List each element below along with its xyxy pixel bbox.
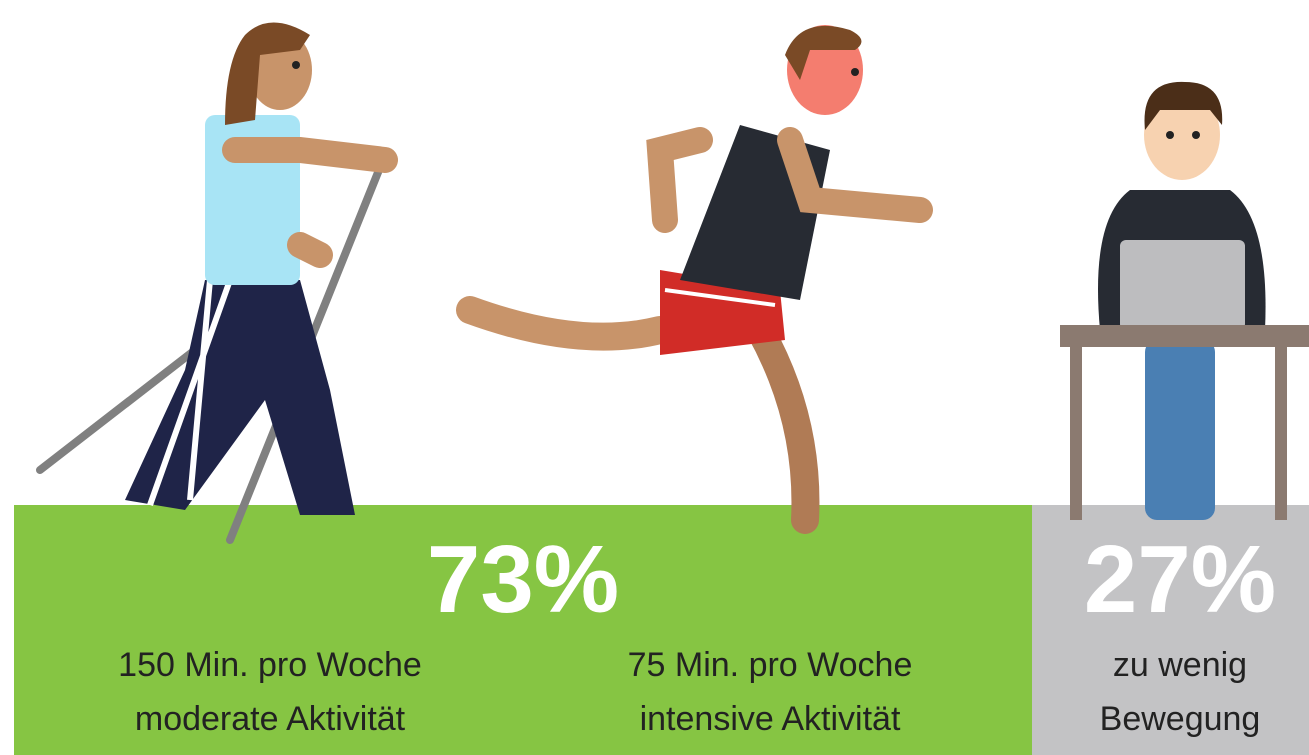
group-label: moderate Aktivität xyxy=(135,700,406,738)
runner-figure xyxy=(456,25,933,534)
percent-inactive: 27% xyxy=(1084,526,1276,633)
green-band xyxy=(14,505,1032,755)
percent-active: 73% xyxy=(427,526,619,633)
walker-figure xyxy=(36,22,398,544)
group-label: 150 Min. pro Woche xyxy=(118,646,422,684)
gray-band xyxy=(1032,505,1309,755)
group-label: intensive Aktivität xyxy=(640,700,901,738)
group-label: Bewegung xyxy=(1100,700,1261,738)
desk-figure xyxy=(1060,81,1309,520)
group-label: zu wenig xyxy=(1113,646,1247,684)
group-label: 75 Min. pro Woche xyxy=(628,646,913,684)
